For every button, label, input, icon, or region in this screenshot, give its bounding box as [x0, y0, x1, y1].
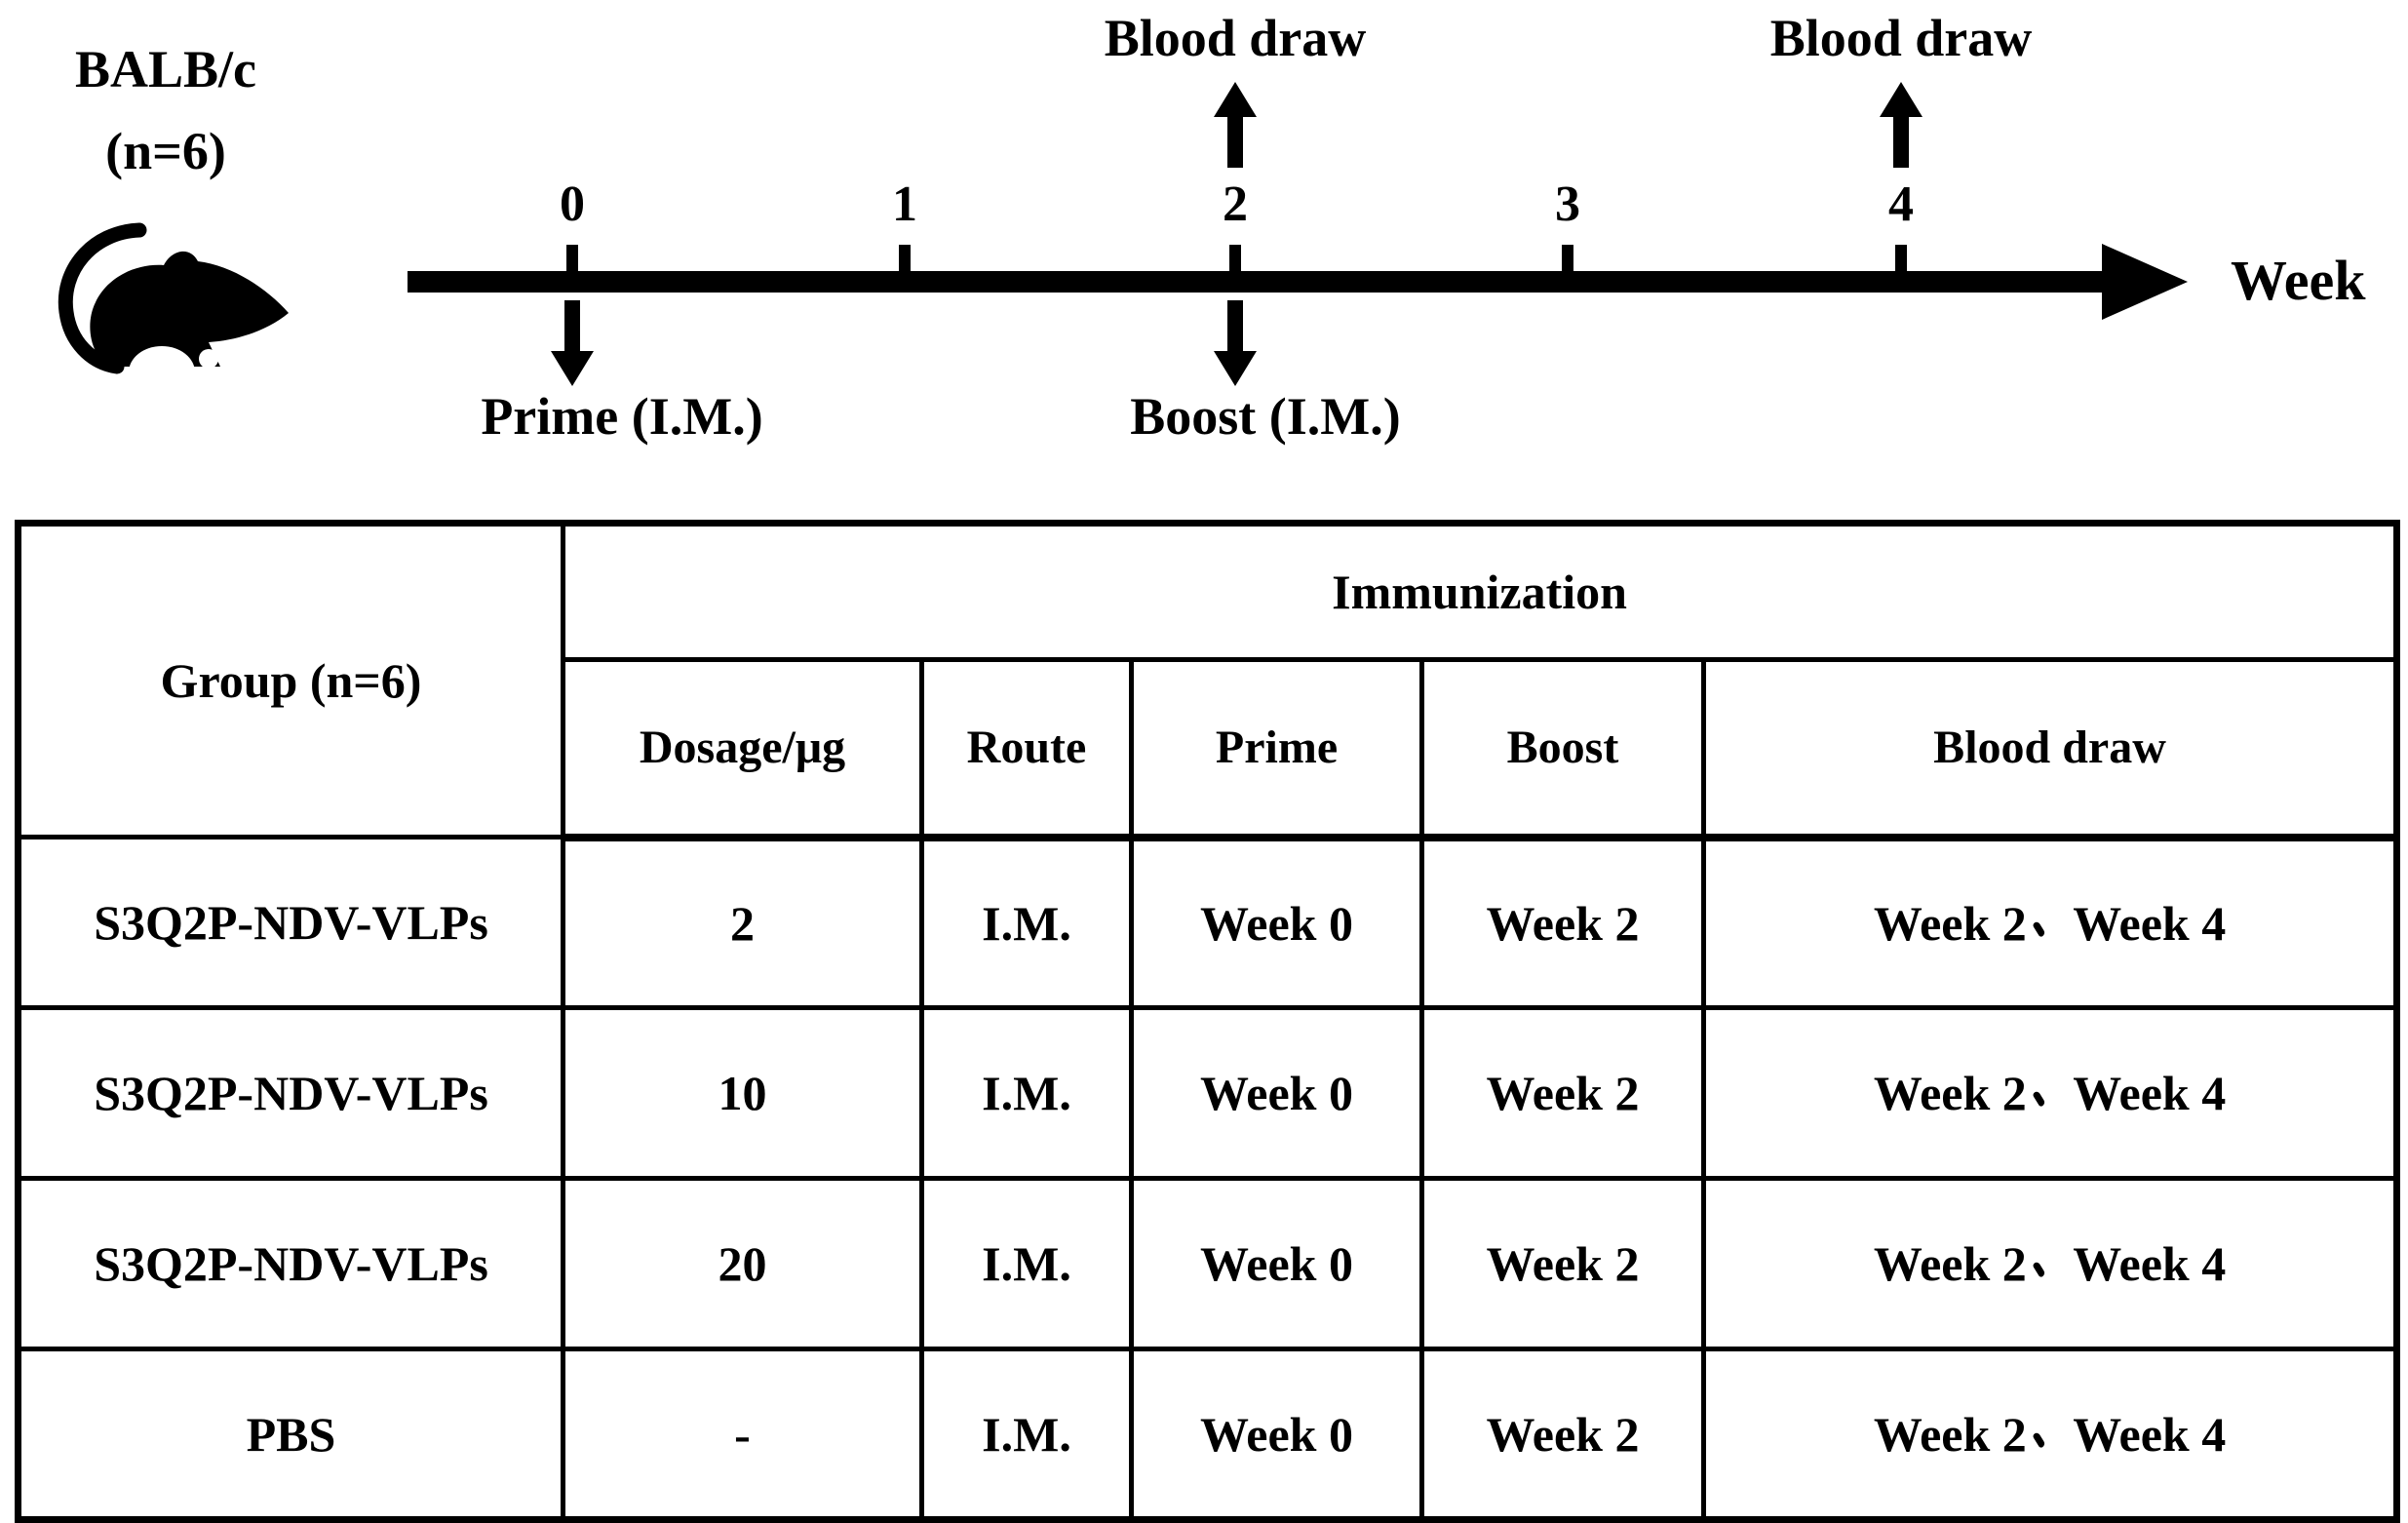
table-row: PBS - I.M. Week 0 Week 2 Week 2 Week 4: [16, 1347, 2400, 1522]
prime-cell: Week 0: [1129, 835, 1424, 1010]
route-column-header: Route: [919, 657, 1134, 841]
immunization-header: Immunization: [560, 521, 2400, 662]
blood-draw-cell: Week 2 Week 4: [1700, 835, 2400, 1010]
mouse-silhouette-icon: [47, 216, 292, 399]
blood-draw-week2-label: Blood draw: [1104, 9, 1367, 67]
dosage-cell: 2: [561, 835, 924, 1010]
route-cell: I.M.: [919, 1005, 1134, 1181]
route-cell: I.M.: [919, 1176, 1134, 1351]
blood-draw-cell: Week 2 Week 4: [1700, 1176, 2400, 1351]
blood-draw-week-a: Week 2: [1873, 895, 2027, 951]
group-cell: S3Q2P-NDV-VLPs: [16, 835, 565, 1010]
group-cell: S3Q2P-NDV-VLPs: [16, 1176, 565, 1351]
boost-cell: Week 2: [1419, 1176, 1706, 1351]
ideographic-comma-icon: [2027, 1426, 2074, 1451]
table-row: S3Q2P-NDV-VLPs 20 I.M. Week 0 Week 2 Wee…: [16, 1176, 2400, 1351]
prime-event-label: Prime (I.M.): [481, 387, 763, 446]
route-cell: I.M.: [919, 1347, 1134, 1522]
group-cell: PBS: [16, 1347, 565, 1522]
blood-draw-week-b: Week 4: [2073, 895, 2227, 951]
blood-draw-cell: Week 2 Week 4: [1700, 1005, 2400, 1181]
blood-draw-week-a: Week 2: [1873, 1406, 2027, 1462]
tick-mark-week4: [1895, 245, 1907, 272]
ideographic-comma-icon: [2027, 1085, 2074, 1110]
prime-cell: Week 0: [1129, 1176, 1424, 1351]
boost-down-arrow-week2: [1214, 300, 1257, 386]
table-row: S3Q2P-NDV-VLPs 10 I.M. Week 0 Week 2 Wee…: [16, 1005, 2400, 1181]
blood-draw-week-b: Week 4: [2073, 1406, 2227, 1462]
group-column-header: Group (n=6): [16, 521, 565, 840]
blood-draw-cell: Week 2 Week 4: [1700, 1347, 2400, 1522]
group-cell: S3Q2P-NDV-VLPs: [16, 1005, 565, 1181]
route-cell: I.M.: [919, 835, 1134, 1010]
immunization-schedule-table: Group (n=6) Immunization Dosage/μg Route…: [15, 520, 2401, 1523]
group-size-label: (n=6): [105, 121, 226, 180]
axis-label-week: Week: [2231, 249, 2366, 312]
ideographic-comma-icon: [2027, 1256, 2074, 1280]
prime-down-arrow-week0: [551, 300, 594, 386]
tick-mark-week2: [1229, 245, 1241, 272]
timeline-axis-bar: [408, 271, 2108, 293]
tick-label-week2: 2: [1223, 176, 1248, 232]
timeline-arrowhead-icon: [2102, 244, 2188, 320]
table-header-row-1: Group (n=6) Immunization: [16, 521, 2400, 840]
blood-draw-week-b: Week 4: [2073, 1066, 2227, 1120]
tick-mark-week0: [566, 245, 578, 272]
table-header-row-2: Dosage/μg Route Prime Boost Blood draw: [19, 657, 2400, 841]
blood-draw-column-header: Blood draw: [1700, 657, 2400, 841]
table-row: S3Q2P-NDV-VLPs 2 I.M. Week 0 Week 2 Week…: [16, 835, 2400, 1010]
tick-label-week0: 0: [560, 176, 585, 232]
tick-label-week3: 3: [1555, 176, 1580, 232]
tick-mark-week3: [1562, 245, 1573, 272]
boost-cell: Week 2: [1419, 1005, 1706, 1181]
tick-mark-week1: [899, 245, 911, 272]
dosage-cell: 20: [561, 1176, 924, 1351]
boost-cell: Week 2: [1419, 835, 1706, 1010]
tick-label-week4: 4: [1888, 176, 1914, 232]
tick-label-week1: 1: [892, 176, 917, 232]
boost-cell: Week 2: [1419, 1347, 1706, 1522]
boost-column-header: Boost: [1419, 657, 1706, 841]
blood-draw-up-arrow-week4: [1880, 82, 1923, 168]
blood-draw-up-arrow-week2: [1214, 82, 1257, 168]
prime-column-header: Prime: [1129, 657, 1424, 841]
boost-event-label: Boost (I.M.): [1130, 387, 1401, 446]
blood-draw-week-a: Week 2: [1873, 1236, 2027, 1291]
blood-draw-week-b: Week 4: [2073, 1236, 2227, 1291]
dosage-cell: -: [561, 1347, 924, 1522]
mouse-strain-label: BALB/c: [74, 40, 257, 98]
blood-draw-week-a: Week 2: [1873, 1066, 2027, 1120]
prime-cell: Week 0: [1129, 1005, 1424, 1181]
prime-cell: Week 0: [1129, 1347, 1424, 1522]
study-subject-label: BALB/c (n=6): [34, 29, 297, 192]
ideographic-comma-icon: [2027, 916, 2074, 940]
dosage-column-header: Dosage/μg: [561, 657, 924, 841]
blood-draw-week4-label: Blood draw: [1769, 9, 2033, 67]
dosage-cell: 10: [561, 1005, 924, 1181]
